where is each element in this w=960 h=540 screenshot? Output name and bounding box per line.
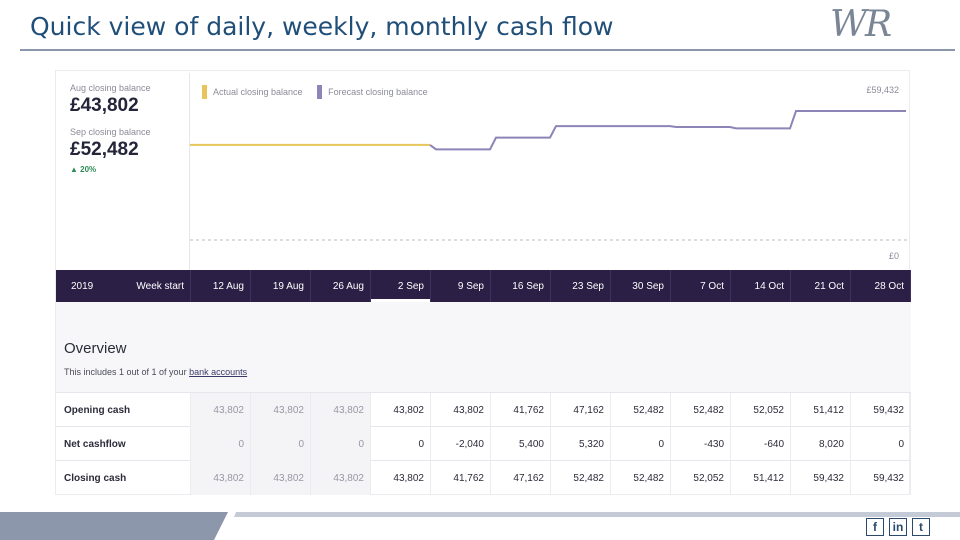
kpi-value: £52,482 bbox=[70, 139, 139, 160]
kpi-label: Sep closing balance bbox=[70, 127, 151, 137]
table-cell: 5,400 bbox=[491, 427, 551, 461]
legend-label: Actual closing balance bbox=[213, 87, 303, 97]
table-cell: 47,162 bbox=[491, 461, 551, 495]
table-cell: 8,020 bbox=[791, 427, 851, 461]
footer-band-right bbox=[234, 512, 960, 517]
table-cell: 0 bbox=[611, 427, 671, 461]
week-column-header[interactable]: 28 Oct bbox=[851, 270, 911, 302]
overview-subtitle: This includes 1 out of 1 of your bank ac… bbox=[64, 367, 247, 377]
balance-chart: Actual closing balance Forecast closing … bbox=[189, 73, 910, 270]
week-column-header[interactable]: 19 Aug bbox=[251, 270, 311, 302]
slide-title: Quick view of daily, weekly, monthly cas… bbox=[30, 12, 614, 41]
table-cell: -640 bbox=[731, 427, 791, 461]
table-cell: 43,802 bbox=[191, 461, 251, 495]
chart-legend: Actual closing balance Forecast closing … bbox=[202, 85, 440, 101]
week-start-label: Week start bbox=[136, 280, 184, 292]
table-cell: 5,320 bbox=[551, 427, 611, 461]
y-axis-max-label: £59,432 bbox=[866, 85, 899, 95]
bank-accounts-link[interactable]: bank accounts bbox=[189, 367, 248, 377]
year-label: 2019 bbox=[71, 280, 94, 292]
week-column-header[interactable]: 7 Oct bbox=[671, 270, 731, 302]
week-header-bar: 2019 Week start 12 Aug 19 Aug 26 Aug 2 Sep 9… bbox=[56, 270, 911, 302]
table-cell: 59,432 bbox=[791, 461, 851, 495]
footer-band-left bbox=[0, 512, 228, 540]
logo-text: WR bbox=[830, 4, 892, 45]
kpi-panel: Aug closing balance £43,802 Sep closing … bbox=[70, 83, 190, 174]
overview-title: Overview bbox=[64, 340, 127, 357]
week-header-label: 2019 Week start bbox=[56, 270, 191, 302]
week-column-header[interactable]: 26 Aug bbox=[311, 270, 371, 302]
balance-chart-svg bbox=[190, 110, 910, 241]
table-cell: 0 bbox=[311, 427, 371, 461]
kpi-aug: Aug closing balance £43,802 bbox=[70, 83, 190, 117]
table-cell: 41,762 bbox=[491, 393, 551, 427]
company-logo: WR bbox=[830, 4, 940, 46]
table-cell: 52,482 bbox=[611, 461, 671, 495]
week-column-header[interactable]: 14 Oct bbox=[731, 270, 791, 302]
twitter-icon[interactable]: t bbox=[912, 518, 930, 536]
title-divider bbox=[20, 49, 955, 51]
table-row: Net cashflow 0 0 0 0 -2,040 5,400 5,320 0 -430 -64… bbox=[56, 426, 911, 461]
table-cell: 41,762 bbox=[431, 461, 491, 495]
table-cell: 43,802 bbox=[251, 461, 311, 495]
facebook-icon[interactable]: f bbox=[866, 518, 884, 536]
cashflow-app: Aug closing balance £43,802 Sep closing … bbox=[55, 70, 911, 495]
table-cell: 43,802 bbox=[371, 461, 431, 495]
row-label: Closing cash bbox=[56, 461, 191, 495]
table-cell: 43,802 bbox=[431, 393, 491, 427]
cashflow-table: Opening cash 43,802 43,802 43,802 43,802 43,8… bbox=[56, 392, 911, 495]
table-cell: 47,162 bbox=[551, 393, 611, 427]
table-cell: 51,412 bbox=[791, 393, 851, 427]
kpi-value: £43,802 bbox=[70, 95, 139, 116]
linkedin-icon[interactable]: in bbox=[889, 518, 907, 536]
table-row: Closing cash 43,802 43,802 43,802 43,802 41,7… bbox=[56, 460, 911, 495]
week-column-header[interactable]: 2 Sep bbox=[371, 270, 431, 302]
row-label: Net cashflow bbox=[56, 427, 191, 461]
table-cell: 43,802 bbox=[371, 393, 431, 427]
legend-item-forecast[interactable]: Forecast closing balance bbox=[317, 85, 428, 99]
legend-label: Forecast closing balance bbox=[328, 87, 428, 97]
week-column-header[interactable]: 16 Sep bbox=[491, 270, 551, 302]
kpi-label: Aug closing balance bbox=[70, 83, 151, 93]
table-cell: -430 bbox=[671, 427, 731, 461]
week-column-header[interactable]: 23 Sep bbox=[551, 270, 611, 302]
table-cell: 52,482 bbox=[671, 393, 731, 427]
legend-swatch-forecast bbox=[317, 85, 323, 99]
table-cell: 43,802 bbox=[311, 461, 371, 495]
week-column-header[interactable]: 12 Aug bbox=[191, 270, 251, 302]
legend-item-actual[interactable]: Actual closing balance bbox=[202, 85, 303, 99]
footer-band bbox=[0, 512, 960, 540]
legend-swatch-actual bbox=[202, 85, 207, 99]
table-cell: 52,482 bbox=[611, 393, 671, 427]
table-cell: -2,040 bbox=[431, 427, 491, 461]
kpi-sep: Sep closing balance £52,482 ▲ 20% bbox=[70, 127, 190, 174]
table-cell: 43,802 bbox=[191, 393, 251, 427]
table-cell: 0 bbox=[251, 427, 311, 461]
table-cell: 43,802 bbox=[311, 393, 371, 427]
table-cell: 0 bbox=[371, 427, 431, 461]
table-cell: 52,052 bbox=[671, 461, 731, 495]
table-cell: 59,432 bbox=[851, 393, 911, 427]
kpi-change-badge: ▲ 20% bbox=[70, 165, 97, 174]
table-cell: 59,432 bbox=[851, 461, 911, 495]
table-cell: 51,412 bbox=[731, 461, 791, 495]
y-axis-min-label: £0 bbox=[888, 251, 899, 261]
table-cell: 52,482 bbox=[551, 461, 611, 495]
row-label: Opening cash bbox=[56, 393, 191, 427]
table-row: Opening cash 43,802 43,802 43,802 43,802 43,8… bbox=[56, 392, 911, 427]
table-cell: 43,802 bbox=[251, 393, 311, 427]
table-cell: 52,052 bbox=[731, 393, 791, 427]
overview-section: Overview This includes 1 out of 1 of you… bbox=[56, 302, 911, 392]
table-cell: 0 bbox=[191, 427, 251, 461]
week-column-header[interactable]: 21 Oct bbox=[791, 270, 851, 302]
table-cell: 0 bbox=[851, 427, 911, 461]
overview-subtitle-text: This includes 1 out of 1 of your bbox=[64, 367, 190, 377]
week-column-header[interactable]: 30 Sep bbox=[611, 270, 671, 302]
week-column-header[interactable]: 9 Sep bbox=[431, 270, 491, 302]
forecast-balance-line bbox=[429, 110, 906, 151]
